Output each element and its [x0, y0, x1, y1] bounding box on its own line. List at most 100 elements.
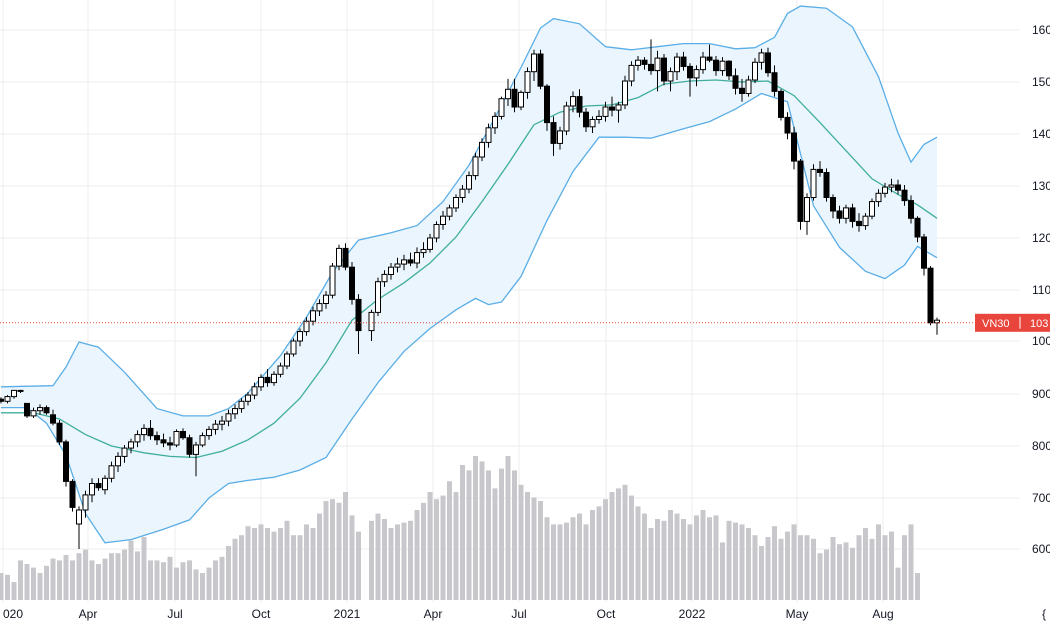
- candle-down: [583, 111, 589, 128]
- volume-bar: [193, 569, 199, 600]
- candle-down: [771, 72, 778, 92]
- candle-down: [95, 483, 102, 489]
- candle-up: [622, 80, 628, 106]
- candle-up: [251, 386, 258, 396]
- volume-bar: [401, 522, 407, 600]
- candle-up: [82, 494, 89, 511]
- volume-bar: [102, 558, 108, 600]
- volume-bar: [369, 520, 374, 600]
- volume-bar: [856, 535, 862, 600]
- volume-bar: [336, 502, 342, 600]
- volume-bar: [603, 499, 608, 600]
- candle-up: [316, 303, 323, 312]
- volume-bar: [460, 465, 465, 600]
- candle-up: [934, 319, 940, 324]
- volume-bar: [590, 510, 595, 600]
- price-tag: VN30 103: [975, 313, 1050, 332]
- candle-up: [882, 186, 888, 194]
- volume-bar: [817, 553, 823, 600]
- volume-bar: [453, 492, 459, 600]
- volume-bar: [343, 492, 348, 600]
- volume-bar: [167, 556, 173, 600]
- volume-bar: [466, 470, 472, 600]
- candle-down: [927, 267, 934, 324]
- volume-bar: [726, 520, 732, 600]
- candle-up: [440, 215, 446, 225]
- candle-up: [492, 115, 498, 129]
- candle-down: [713, 59, 719, 72]
- price-tick-label: 110: [1032, 283, 1050, 297]
- candle-up: [719, 60, 726, 72]
- volume-bar: [122, 549, 127, 600]
- volume-bar: [434, 499, 439, 600]
- volume-bar: [609, 492, 615, 600]
- volume-bar: [505, 456, 511, 600]
- candle-up: [557, 130, 563, 144]
- volume-bar: [440, 495, 446, 600]
- candle-up: [329, 265, 336, 296]
- candle-down: [69, 480, 76, 508]
- volume-bar: [733, 522, 738, 600]
- candle-down: [687, 65, 693, 79]
- volume-bars: [0, 456, 920, 600]
- volume-bar: [668, 510, 673, 600]
- candle-up: [596, 115, 602, 121]
- candle-up: [271, 373, 277, 384]
- time-tick-label: Oct: [597, 607, 616, 621]
- candle-up: [30, 410, 37, 417]
- volume-bar: [24, 564, 30, 600]
- volume-bar: [200, 573, 205, 600]
- volume-bar: [863, 528, 868, 600]
- candle-down: [765, 52, 771, 74]
- volume-bar: [310, 528, 316, 600]
- volume-bar: [141, 537, 147, 600]
- volume-bar: [811, 538, 816, 600]
- candle-up: [394, 263, 401, 268]
- candle-up: [108, 465, 115, 479]
- volume-bar: [707, 517, 712, 600]
- candle-down: [641, 59, 648, 65]
- candle-up: [570, 96, 576, 107]
- candle-up: [284, 353, 290, 367]
- volume-bar: [843, 542, 849, 600]
- candle-down: [797, 160, 804, 222]
- volume-bar: [239, 535, 244, 600]
- candle-down: [732, 75, 739, 89]
- time-tick-label: Jul: [511, 607, 526, 621]
- volume-bar: [583, 524, 589, 600]
- volume-bar: [0, 573, 4, 600]
- volume-bar: [752, 535, 758, 600]
- candle-up: [563, 105, 570, 132]
- volume-bar: [765, 537, 771, 600]
- price-axis: 160 150 140 130 120 110 100 900 800 700 600: [1032, 23, 1050, 556]
- candle-down: [24, 402, 30, 417]
- volume-bar: [616, 488, 621, 600]
- volume-bar: [804, 535, 810, 600]
- candle-up: [875, 192, 882, 203]
- candle-up: [433, 224, 440, 239]
- volume-bar: [115, 553, 121, 600]
- volume-bar: [284, 520, 290, 600]
- candle-down: [407, 259, 414, 264]
- candle-down: [739, 87, 745, 95]
- volume-bar: [349, 515, 355, 600]
- volume-bar: [869, 538, 875, 600]
- volume-bar: [37, 573, 43, 600]
- volume-bar: [876, 524, 881, 600]
- candle-up: [628, 64, 635, 82]
- candle-down: [648, 63, 654, 72]
- candle-up: [37, 407, 43, 412]
- candle-up: [115, 455, 121, 467]
- volume-bar: [915, 573, 920, 600]
- candle-up: [602, 106, 609, 117]
- candle-down: [895, 184, 901, 191]
- candle-up: [310, 310, 316, 322]
- volume-bar: [564, 522, 569, 600]
- time-tick-label: Aug: [872, 607, 893, 621]
- candlesticks: [0, 39, 940, 549]
- volume-bar: [694, 515, 699, 600]
- candle-up: [466, 175, 472, 190]
- time-tick-label: May: [786, 607, 809, 621]
- volume-bar: [824, 549, 829, 600]
